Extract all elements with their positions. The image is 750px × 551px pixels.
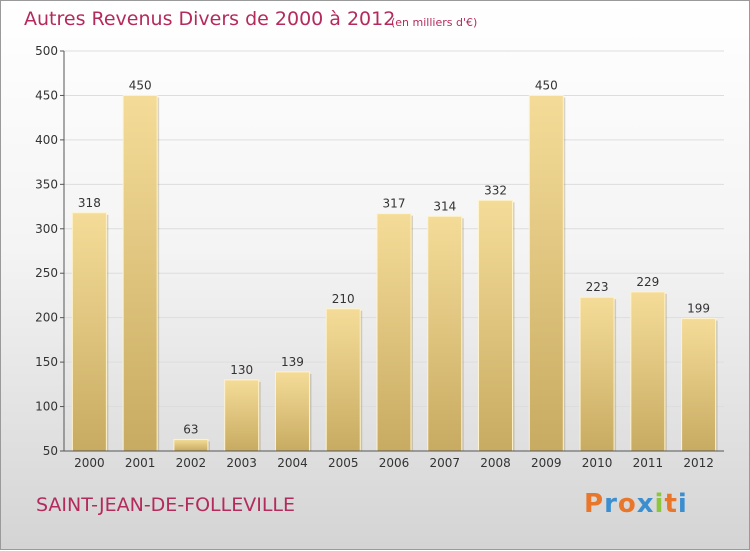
commune-name: SAINT-JEAN-DE-FOLLEVILLE: [36, 494, 296, 516]
x-tick-label: 2005: [328, 456, 359, 470]
bar-value-label: 130: [230, 363, 253, 377]
y-tick-label: 150: [35, 355, 58, 369]
logo-letter: x: [636, 489, 655, 519]
bar-2003: [224, 379, 260, 452]
bar-value-label: 199: [687, 302, 710, 316]
bar-2002: [173, 438, 209, 452]
bar-2000: [71, 212, 107, 452]
bar-2005: [325, 308, 361, 452]
y-tick-label: 450: [35, 88, 58, 102]
bar-value-label: 139: [281, 355, 304, 369]
bar-2008: [478, 199, 514, 452]
x-tick-label: 2009: [531, 456, 562, 470]
bar-value-label: 317: [383, 197, 406, 211]
chart-title: Autres Revenus Divers de 2000 à 2012: [24, 8, 396, 30]
proxiti-logo: Proxiti: [584, 489, 688, 519]
bar-value-label: 229: [636, 275, 659, 289]
logo-letter: P: [584, 489, 605, 519]
x-tick-label: 2011: [633, 456, 664, 470]
bar-2009: [528, 94, 564, 452]
bar-value-label: 318: [78, 196, 101, 210]
bar-2004: [274, 371, 310, 452]
bar-value-label: 63: [183, 422, 198, 436]
y-tick-label: 250: [35, 266, 58, 280]
logo-letter: o: [617, 489, 637, 519]
bar-2010: [579, 296, 615, 452]
x-tick-label: 2001: [125, 456, 156, 470]
chart-unit: (en milliers d'€): [391, 16, 478, 29]
logo-letter: i: [677, 489, 688, 519]
y-tick-label: 200: [35, 311, 58, 325]
logo-letter: i: [654, 489, 665, 519]
bar-2011: [630, 291, 666, 452]
x-tick-label: 2004: [277, 456, 308, 470]
bar-value-label: 332: [484, 183, 507, 197]
x-tick-label: 2010: [582, 456, 613, 470]
y-tick-label: 300: [35, 222, 58, 236]
y-tick-label: 350: [35, 177, 58, 191]
x-tick-label: 2012: [683, 456, 714, 470]
bar-value-label: 314: [433, 199, 456, 213]
x-tick-label: 2006: [379, 456, 410, 470]
bar-2006: [376, 213, 412, 452]
x-tick-label: 2003: [226, 456, 257, 470]
bar-value-label: 210: [332, 292, 355, 306]
bar-value-label: 223: [586, 280, 609, 294]
x-tick-label: 2002: [176, 456, 207, 470]
x-tick-label: 2008: [480, 456, 511, 470]
x-tick-label: 2007: [429, 456, 460, 470]
y-tick-label: 400: [35, 133, 58, 147]
bar-value-label: 450: [535, 78, 558, 92]
bar-2012: [681, 318, 717, 452]
y-tick-label: 50: [43, 444, 58, 458]
bar-2001: [122, 94, 158, 452]
x-tick-label: 2000: [74, 456, 105, 470]
logo-letter: r: [604, 489, 618, 519]
bar-2007: [427, 215, 463, 452]
bar-value-label: 450: [129, 78, 152, 92]
logo-letter: t: [664, 489, 678, 519]
y-tick-label: 500: [35, 44, 58, 58]
y-tick-label: 100: [35, 400, 58, 414]
